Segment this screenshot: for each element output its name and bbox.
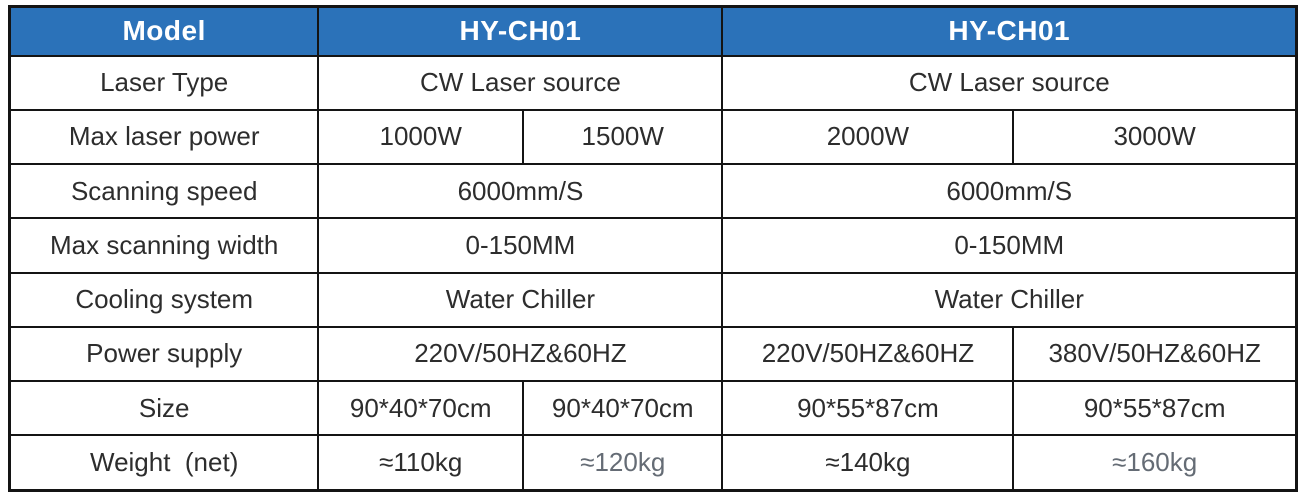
table-row: Size 90*40*70cm 90*40*70cm 90*55*87cm 90… [8, 380, 1298, 437]
weight-value-2: ≈120kg [521, 434, 724, 492]
table-row: Max laser power 1000W 1500W 2000W 3000W [8, 108, 1298, 166]
header-model-label: Model [8, 5, 320, 57]
size-value-1: 90*40*70cm [317, 380, 524, 437]
max-laser-power-value-3: 2000W [721, 108, 1015, 166]
scanning-speed-right-value: 6000mm/S [721, 163, 1298, 220]
size-value-4: 90*55*87cm [1012, 380, 1298, 437]
table-row: Scanning speed 6000mm/S 6000mm/S [8, 163, 1298, 220]
max-scanning-width-left-value: 0-150MM [317, 217, 724, 274]
laser-type-left-value: CW Laser source [317, 54, 724, 111]
size-label: Size [8, 380, 320, 437]
max-scanning-width-right-value: 0-150MM [721, 217, 1298, 274]
weight-value-4: ≈160kg [1012, 434, 1298, 492]
table-row: Power supply 220V/50HZ&60HZ 220V/50HZ&60… [8, 325, 1298, 383]
max-laser-power-label: Max laser power [8, 108, 320, 166]
laser-type-right-value: CW Laser source [721, 54, 1298, 111]
max-scanning-width-label: Max scanning width [8, 217, 320, 274]
table-row: Model HY-CH01 HY-CH01 [8, 5, 1298, 57]
spec-table: Model HY-CH01 HY-CH01 Laser Type CW Lase… [8, 5, 1298, 492]
weight-label: Weight (net) [8, 434, 320, 492]
size-value-2: 90*40*70cm [521, 380, 724, 437]
weight-value-1: ≈110kg [317, 434, 524, 492]
table-row: Max scanning width 0-150MM 0-150MM [8, 217, 1298, 274]
cooling-system-left-value: Water Chiller [317, 271, 724, 328]
power-supply-label: Power supply [8, 325, 320, 383]
size-value-3: 90*55*87cm [721, 380, 1015, 437]
scanning-speed-left-value: 6000mm/S [317, 163, 724, 220]
weight-value-3: ≈140kg [721, 434, 1015, 492]
table-row: Weight (net) ≈110kg ≈120kg ≈140kg ≈160kg [8, 434, 1298, 492]
power-supply-right-value-1: 220V/50HZ&60HZ [721, 325, 1015, 383]
max-laser-power-value-2: 1500W [521, 108, 724, 166]
power-supply-left-value: 220V/50HZ&60HZ [317, 325, 724, 383]
table-row: Laser Type CW Laser source CW Laser sour… [8, 54, 1298, 111]
max-laser-power-value-1: 1000W [317, 108, 524, 166]
cooling-system-label: Cooling system [8, 271, 320, 328]
header-model-right: HY-CH01 [721, 5, 1298, 57]
cooling-system-right-value: Water Chiller [721, 271, 1298, 328]
max-laser-power-value-4: 3000W [1012, 108, 1298, 166]
table-row: Cooling system Water Chiller Water Chill… [8, 271, 1298, 328]
power-supply-right-value-2: 380V/50HZ&60HZ [1012, 325, 1298, 383]
scanning-speed-label: Scanning speed [8, 163, 320, 220]
laser-type-label: Laser Type [8, 54, 320, 111]
header-model-left: HY-CH01 [317, 5, 724, 57]
